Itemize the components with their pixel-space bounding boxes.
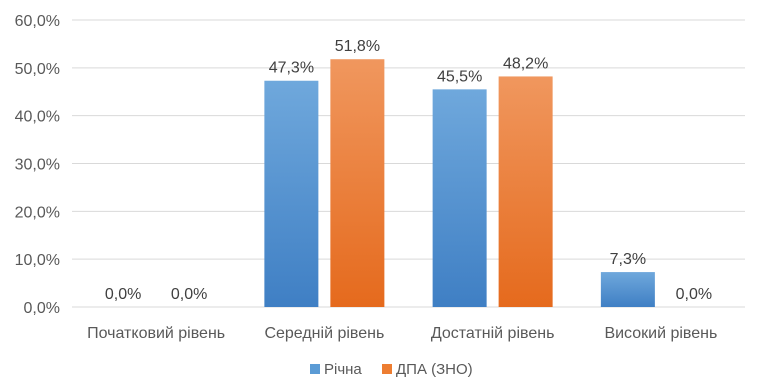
bar bbox=[432, 89, 487, 307]
data-label: 0,0% bbox=[676, 286, 712, 303]
bar bbox=[330, 59, 385, 308]
y-tick-label: 10,0% bbox=[15, 252, 60, 269]
legend-swatch bbox=[310, 364, 320, 374]
x-axis-category-labels: Початковий рівень Середній рівень Достатні… bbox=[87, 325, 717, 342]
y-tick-label: 60,0% bbox=[15, 13, 60, 30]
bars bbox=[264, 59, 655, 308]
gridlines bbox=[72, 19, 745, 308]
legend-swatch bbox=[382, 364, 392, 374]
data-label: 47,3% bbox=[269, 60, 314, 77]
y-tick-label: 30,0% bbox=[15, 157, 60, 174]
y-tick-label: 20,0% bbox=[15, 204, 60, 221]
data-label: 45,5% bbox=[437, 68, 482, 85]
data-label: 0,0% bbox=[105, 286, 141, 303]
legend-label: ДПА (ЗНО) bbox=[396, 361, 473, 378]
bar bbox=[498, 76, 553, 308]
bar bbox=[264, 80, 319, 307]
y-tick-label: 40,0% bbox=[15, 109, 60, 126]
x-category-label: Середній рівень bbox=[264, 325, 384, 342]
bar bbox=[600, 272, 655, 307]
data-label: 7,3% bbox=[610, 251, 646, 268]
legend-label: Річна bbox=[324, 361, 362, 378]
y-axis-tick-labels: 0,0% 10,0% 20,0% 30,0% 40,0% 50,0% 60,0% bbox=[15, 13, 60, 317]
x-category-label: Достатній рівень bbox=[431, 325, 555, 342]
x-category-label: Початковий рівень bbox=[87, 325, 225, 342]
data-label: 48,2% bbox=[503, 55, 548, 72]
y-tick-label: 50,0% bbox=[15, 61, 60, 78]
data-label: 51,8% bbox=[335, 38, 380, 55]
legend: Річна ДПА (ЗНО) bbox=[310, 361, 473, 378]
data-label: 0,0% bbox=[171, 286, 207, 303]
x-category-label: Високий рівень bbox=[604, 325, 717, 342]
y-tick-label: 0,0% bbox=[24, 300, 60, 317]
data-labels: 0,0% 0,0% 47,3% 51,8% 45,5% 48,2% 7,3% 0,0% bbox=[105, 38, 712, 303]
